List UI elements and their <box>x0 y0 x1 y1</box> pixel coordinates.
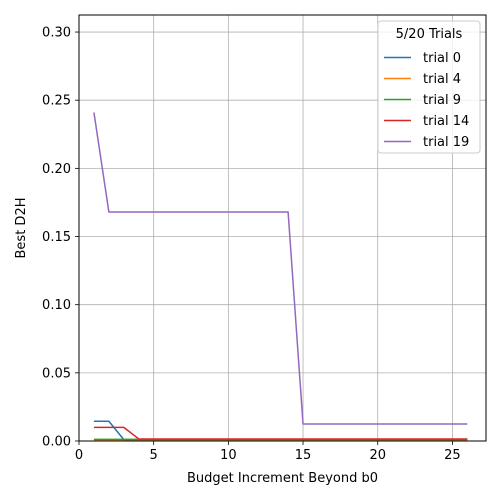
x-tick-label: 5 <box>150 448 158 463</box>
legend-title: 5/20 Trials <box>396 27 463 42</box>
legend-label: trial 19 <box>423 135 469 150</box>
legend-label: trial 9 <box>423 93 461 108</box>
legend: 5/20 Trials trial 0 trial 4 trial 9 trial 1… <box>377 20 481 154</box>
axis-ticks: 0 5 10 15 20 25 0.00 0.05 0.10 0.15 0.20 0.25 0.30 <box>42 26 461 463</box>
y-tick-label: 0.05 <box>42 366 71 381</box>
x-tick-label: 10 <box>220 448 237 463</box>
y-tick-label: 0.00 <box>42 435 71 450</box>
y-tick-label: 0.25 <box>42 94 71 109</box>
x-tick-label: 20 <box>369 448 386 463</box>
y-tick-label: 0.20 <box>42 162 71 177</box>
legend-label: trial 4 <box>423 72 461 87</box>
legend-items: trial 0 trial 4 trial 9 trial 14 trial 19 <box>384 51 469 150</box>
grid <box>78 15 486 442</box>
series-line-trial-14 <box>93 426 468 440</box>
y-axis-label: Best D2H <box>14 198 29 259</box>
x-axis-label: Budget Increment Beyond b0 <box>187 471 378 486</box>
x-tick-label: 0 <box>75 448 83 463</box>
x-tick-label: 25 <box>444 448 461 463</box>
y-tick-label: 0.30 <box>42 26 71 41</box>
plot-frame <box>78 14 487 442</box>
legend-label: trial 14 <box>423 114 469 129</box>
legend-label: trial 0 <box>423 51 461 66</box>
y-tick-label: 0.15 <box>42 230 71 245</box>
y-tick-label: 0.10 <box>42 298 71 313</box>
series-lines <box>93 112 468 441</box>
x-tick-label: 15 <box>295 448 312 463</box>
series-line-trial-19 <box>93 112 468 425</box>
